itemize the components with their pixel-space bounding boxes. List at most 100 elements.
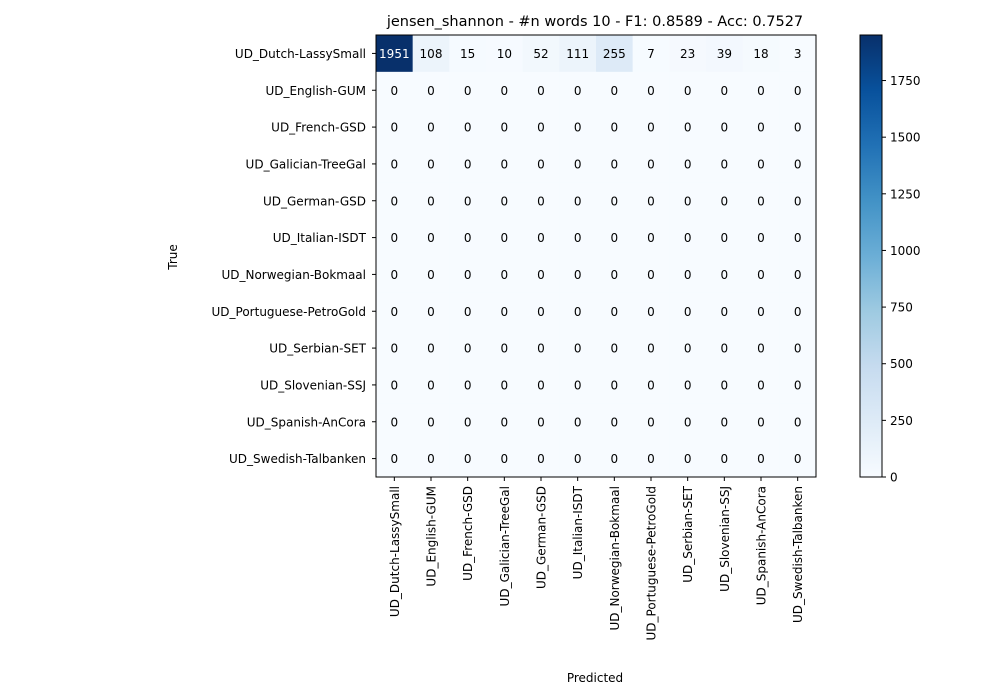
cell-value-label: 111 [566, 47, 589, 61]
cell-value-label: 15 [460, 47, 475, 61]
cell-value-label: 0 [537, 415, 545, 429]
heatmap-cell [779, 71, 817, 110]
heatmap-cell [742, 366, 780, 404]
heatmap-cell [486, 329, 524, 367]
cell-value-label: 0 [501, 194, 509, 208]
heatmap-cell [486, 219, 524, 257]
x-tick-label: UD_Dutch-LassySmall [388, 486, 402, 617]
cell-value-label: 0 [464, 157, 472, 171]
heatmap-cell [596, 403, 634, 441]
cell-value-label: 0 [647, 452, 655, 466]
heatmap-cell [559, 35, 597, 73]
cell-value-label: 0 [574, 84, 582, 98]
heatmap-cell [632, 182, 670, 220]
y-tick-label: UD_Slovenian-SSJ [260, 378, 366, 392]
cell-value-label: 0 [757, 231, 765, 245]
cell-value-label: 0 [647, 121, 655, 135]
cell-value-label: 0 [391, 305, 399, 319]
heatmap-cell [559, 403, 597, 441]
y-tick-label: UD_French-GSD [271, 121, 366, 135]
heatmap-cell [669, 71, 707, 110]
colorbar-tick-label: 1250 [890, 187, 921, 201]
heatmap-cell [559, 292, 597, 331]
cell-value-label: 0 [537, 305, 545, 319]
heatmap-cell [522, 219, 560, 257]
cell-value-label: 0 [794, 452, 802, 466]
heatmap-cell [779, 108, 817, 146]
cell-value-label: 0 [501, 84, 509, 98]
cell-value-label: 0 [684, 157, 692, 171]
cell-value-label: 0 [537, 157, 545, 171]
x-tick-label: UD_Galician-TreeGal [498, 486, 512, 606]
cell-value-label: 0 [611, 305, 619, 319]
heatmap-cell [522, 35, 560, 73]
heatmap-cell [779, 182, 817, 220]
heatmap-cell [522, 403, 560, 441]
cell-value-label: 0 [721, 157, 729, 171]
cell-value-label: 0 [684, 194, 692, 208]
cell-value-label: 0 [684, 84, 692, 98]
cell-value-label: 0 [611, 84, 619, 98]
heatmap-cell [486, 145, 524, 183]
cell-value-label: 0 [574, 342, 582, 356]
heatmap-cell [706, 366, 744, 404]
heatmap-cell [522, 145, 560, 183]
cell-value-label: 0 [501, 415, 509, 429]
cell-value-label: 0 [721, 194, 729, 208]
cell-value-label: 0 [647, 268, 655, 282]
cell-value-label: 0 [464, 121, 472, 135]
cell-value-label: 0 [794, 84, 802, 98]
colorbar-tick-label: 750 [890, 301, 913, 315]
y-tick-label: UD_Galician-TreeGal [246, 157, 366, 171]
cell-value-label: 0 [391, 121, 399, 135]
cell-value-label: 1951 [379, 47, 410, 61]
heatmap-cell [779, 35, 817, 73]
heatmap-cell [486, 440, 524, 478]
cell-value-label: 0 [574, 157, 582, 171]
heatmap-cell [632, 108, 670, 146]
cell-value-label: 0 [684, 378, 692, 392]
x-tick-label: UD_Spanish-AnCora [755, 486, 769, 605]
cell-value-label: 0 [391, 231, 399, 245]
cell-value-label: 0 [537, 452, 545, 466]
cell-value-label: 0 [574, 452, 582, 466]
colorbar-tick-label: 500 [890, 357, 913, 371]
x-tick-label: UD_German-GSD [535, 486, 549, 589]
cell-value-label: 0 [464, 194, 472, 208]
heatmap-cell [449, 329, 487, 367]
cell-value-label: 0 [391, 268, 399, 282]
heatmap-cell [706, 145, 744, 183]
heatmap-cell [376, 182, 414, 220]
heatmap-cell [522, 182, 560, 220]
cell-value-label: 0 [721, 231, 729, 245]
heatmap-cell [596, 71, 634, 110]
heatmap-cell [376, 219, 414, 257]
heatmap-cell [742, 35, 780, 73]
cell-value-label: 0 [537, 342, 545, 356]
cell-value-label: 0 [427, 194, 435, 208]
cell-value-label: 0 [537, 378, 545, 392]
cell-value-label: 0 [574, 194, 582, 208]
heatmap-cell [632, 440, 670, 478]
heatmap-cell [449, 292, 487, 331]
heatmap-cell [486, 256, 524, 294]
heatmap-cell [742, 329, 780, 367]
heatmap-cell [559, 219, 597, 257]
cell-value-label: 0 [464, 378, 472, 392]
cell-value-label: 0 [391, 378, 399, 392]
heatmap-cell [522, 440, 560, 478]
cell-value-label: 0 [427, 121, 435, 135]
heatmap-cell [669, 145, 707, 183]
colorbar-tick-label: 250 [890, 414, 913, 428]
cell-value-label: 0 [427, 268, 435, 282]
cell-value-label: 0 [721, 415, 729, 429]
y-tick-label: UD_Spanish-AnCora [247, 415, 366, 429]
x-tick-label: UD_Norwegian-Bokmaal [608, 486, 622, 631]
cell-value-label: 0 [647, 378, 655, 392]
heatmap-cell [596, 440, 634, 478]
cell-value-label: 3 [794, 47, 802, 61]
heatmap-cell [596, 219, 634, 257]
heatmap-cell [449, 35, 487, 73]
cell-value-label: 0 [427, 84, 435, 98]
x-tick-label: UD_Swedish-Talbanken [791, 486, 805, 623]
